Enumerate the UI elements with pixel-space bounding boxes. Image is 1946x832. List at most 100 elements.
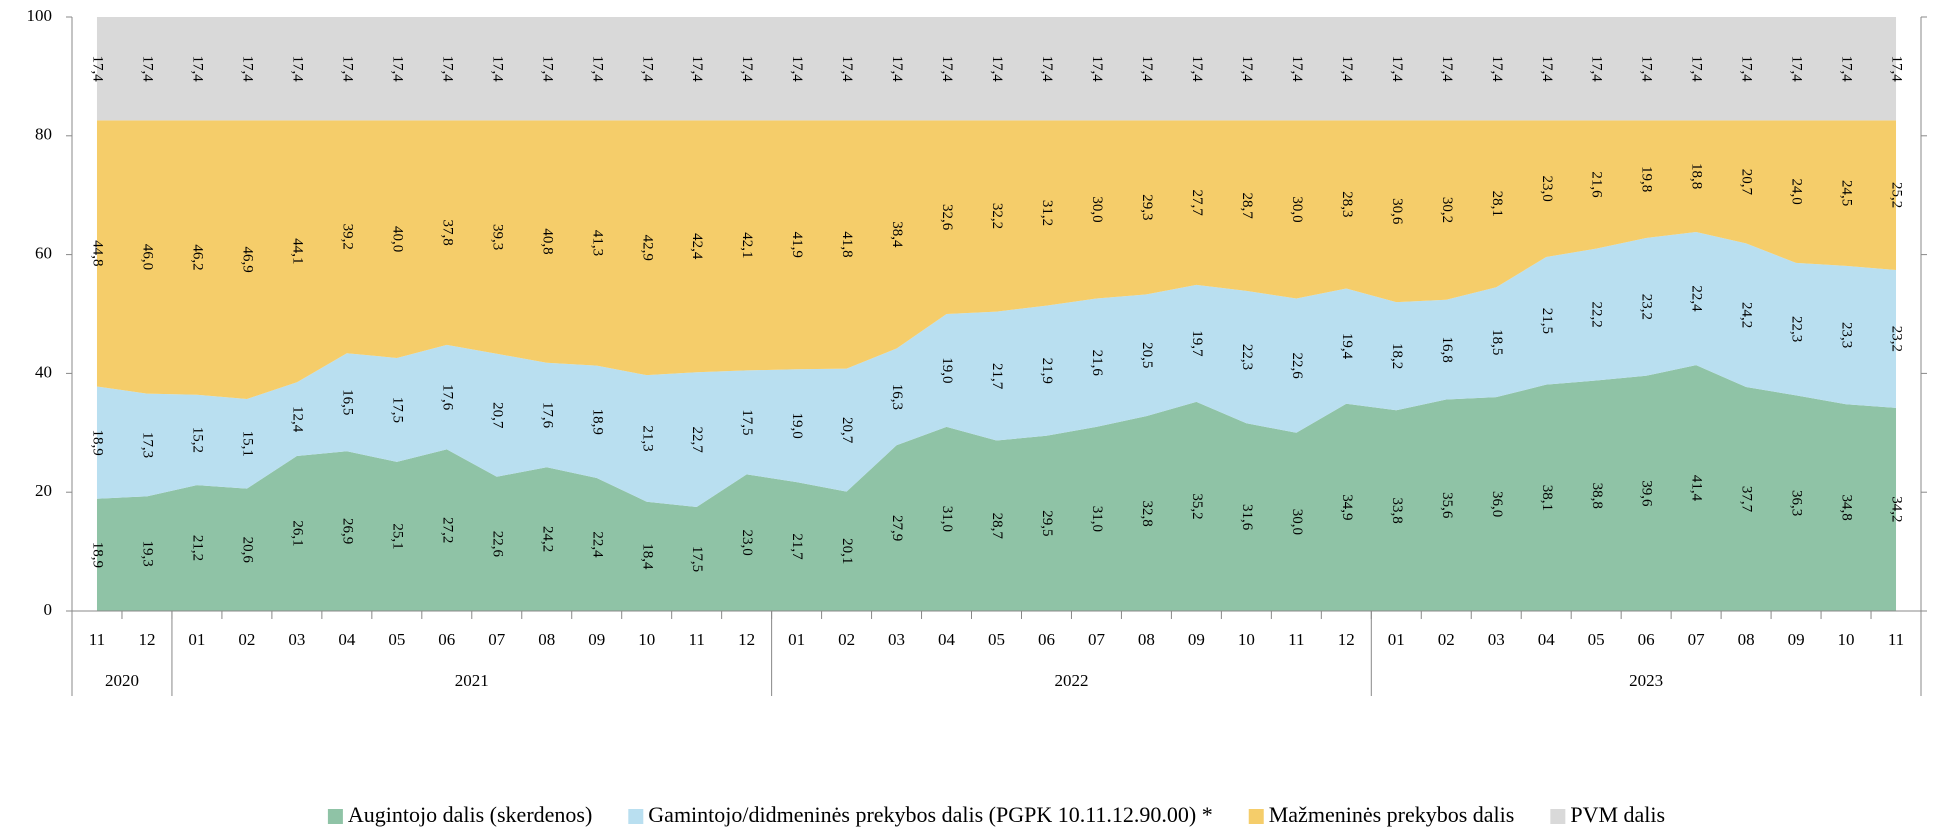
data-label: 21,5 xyxy=(1539,308,1555,334)
data-label: 30,2 xyxy=(1439,197,1455,223)
data-label: 46,9 xyxy=(239,247,255,273)
data-label: 36,0 xyxy=(1489,491,1505,517)
data-label: 37,8 xyxy=(439,219,455,245)
data-label: 19,8 xyxy=(1639,166,1655,192)
data-label: 28,7 xyxy=(1239,192,1255,219)
data-label: 20,1 xyxy=(839,538,855,564)
data-label: 17,4 xyxy=(289,56,305,83)
y-tick-label: 80 xyxy=(35,125,52,144)
data-label: 17,4 xyxy=(939,56,955,83)
x-tick-label: 10 xyxy=(1838,630,1855,649)
data-label: 17,4 xyxy=(1139,56,1155,83)
data-label: 19,0 xyxy=(939,357,955,383)
data-label: 17,4 xyxy=(1839,56,1855,83)
data-label: 29,5 xyxy=(1039,510,1055,536)
data-label: 30,0 xyxy=(1289,509,1305,535)
data-label: 40,0 xyxy=(389,226,405,252)
data-label: 24,2 xyxy=(1739,302,1755,328)
data-label: 28,3 xyxy=(1339,191,1355,217)
x-tick-label: 09 xyxy=(1188,630,1205,649)
x-tick-label: 11 xyxy=(1888,630,1904,649)
data-label: 46,0 xyxy=(140,244,156,270)
data-label: 30,6 xyxy=(1389,198,1405,225)
data-label: 36,3 xyxy=(1789,490,1805,516)
group-label: 2020 xyxy=(105,671,139,690)
data-label: 17,4 xyxy=(1539,56,1555,83)
data-label: 18,9 xyxy=(90,429,106,455)
data-label: 31,0 xyxy=(1089,506,1105,532)
data-label: 15,2 xyxy=(189,427,205,453)
data-label: 44,8 xyxy=(90,240,106,266)
data-label: 17,4 xyxy=(689,56,705,83)
data-label: 21,6 xyxy=(1089,350,1105,377)
data-label: 23,0 xyxy=(739,530,755,556)
data-label: 17,4 xyxy=(1789,56,1805,83)
y-tick-label: 0 xyxy=(44,600,53,619)
data-label: 18,9 xyxy=(589,409,605,435)
x-tick-label: 12 xyxy=(738,630,755,649)
x-tick-label: 06 xyxy=(1638,630,1655,649)
data-label: 17,4 xyxy=(1239,56,1255,83)
y-tick-label: 100 xyxy=(27,6,53,25)
x-tick-label: 12 xyxy=(138,630,155,649)
data-label: 22,6 xyxy=(1289,353,1305,380)
data-label: 17,4 xyxy=(489,56,505,83)
data-label: 19,4 xyxy=(1339,333,1355,360)
data-label: 22,6 xyxy=(489,531,505,558)
x-tick-label: 05 xyxy=(388,630,405,649)
data-label: 17,4 xyxy=(239,56,255,83)
group-label: 2023 xyxy=(1629,671,1663,690)
data-label: 41,9 xyxy=(789,232,805,258)
group-label: 2021 xyxy=(455,671,489,690)
data-label: 17,4 xyxy=(1489,56,1505,83)
data-label: 17,4 xyxy=(1039,56,1055,83)
data-label: 16,8 xyxy=(1439,337,1455,363)
data-label: 16,5 xyxy=(339,389,355,415)
x-tick-label: 03 xyxy=(288,630,305,649)
data-label: 17,4 xyxy=(1389,56,1405,83)
data-label: 17,4 xyxy=(1639,56,1655,83)
data-label: 24,0 xyxy=(1789,179,1805,205)
data-label: 41,4 xyxy=(1689,475,1705,502)
data-label: 17,4 xyxy=(1289,56,1305,83)
data-label: 17,6 xyxy=(439,384,455,411)
data-label: 17,4 xyxy=(589,56,605,83)
data-label: 20,5 xyxy=(1139,342,1155,368)
data-label: 42,4 xyxy=(689,233,705,260)
legend-label: Gamintojo/didmeninės prekybos dalis (PGP… xyxy=(648,802,1212,827)
data-label: 22,4 xyxy=(1689,285,1705,312)
area xyxy=(96,365,1897,611)
data-label: 17,4 xyxy=(389,56,405,83)
data-label: 31,6 xyxy=(1239,504,1255,531)
data-label: 21,3 xyxy=(639,425,655,451)
x-tick-label: 06 xyxy=(1038,630,1055,649)
data-label: 23,0 xyxy=(1539,176,1555,202)
data-label: 18,8 xyxy=(1689,163,1705,189)
x-tick-label: 11 xyxy=(1288,630,1304,649)
data-label: 17,4 xyxy=(789,56,805,83)
data-label: 42,1 xyxy=(739,232,755,258)
legend-label: Augintojo dalis (skerdenos) xyxy=(348,802,592,827)
data-label: 31,0 xyxy=(939,506,955,532)
data-label: 44,1 xyxy=(289,238,305,264)
data-label: 17,4 xyxy=(1089,56,1105,83)
data-label: 17,4 xyxy=(1439,56,1455,83)
x-tick-label: 01 xyxy=(188,630,205,649)
y-tick-label: 20 xyxy=(35,481,52,500)
data-label: 30,0 xyxy=(1289,196,1305,222)
data-label: 17,4 xyxy=(739,56,755,83)
x-tick-label: 12 xyxy=(1338,630,1355,649)
data-label: 26,1 xyxy=(289,520,305,546)
x-tick-label: 04 xyxy=(1538,630,1556,649)
data-label: 20,7 xyxy=(489,402,505,429)
data-label: 17,4 xyxy=(339,56,355,83)
data-label: 17,5 xyxy=(389,397,405,423)
data-label: 20,6 xyxy=(239,537,255,564)
data-label: 17,6 xyxy=(539,402,555,429)
data-label: 12,4 xyxy=(289,406,305,433)
data-label: 27,2 xyxy=(439,517,455,543)
x-tick-label: 08 xyxy=(538,630,555,649)
x-tick-label: 01 xyxy=(788,630,805,649)
data-label: 39,2 xyxy=(339,224,355,250)
